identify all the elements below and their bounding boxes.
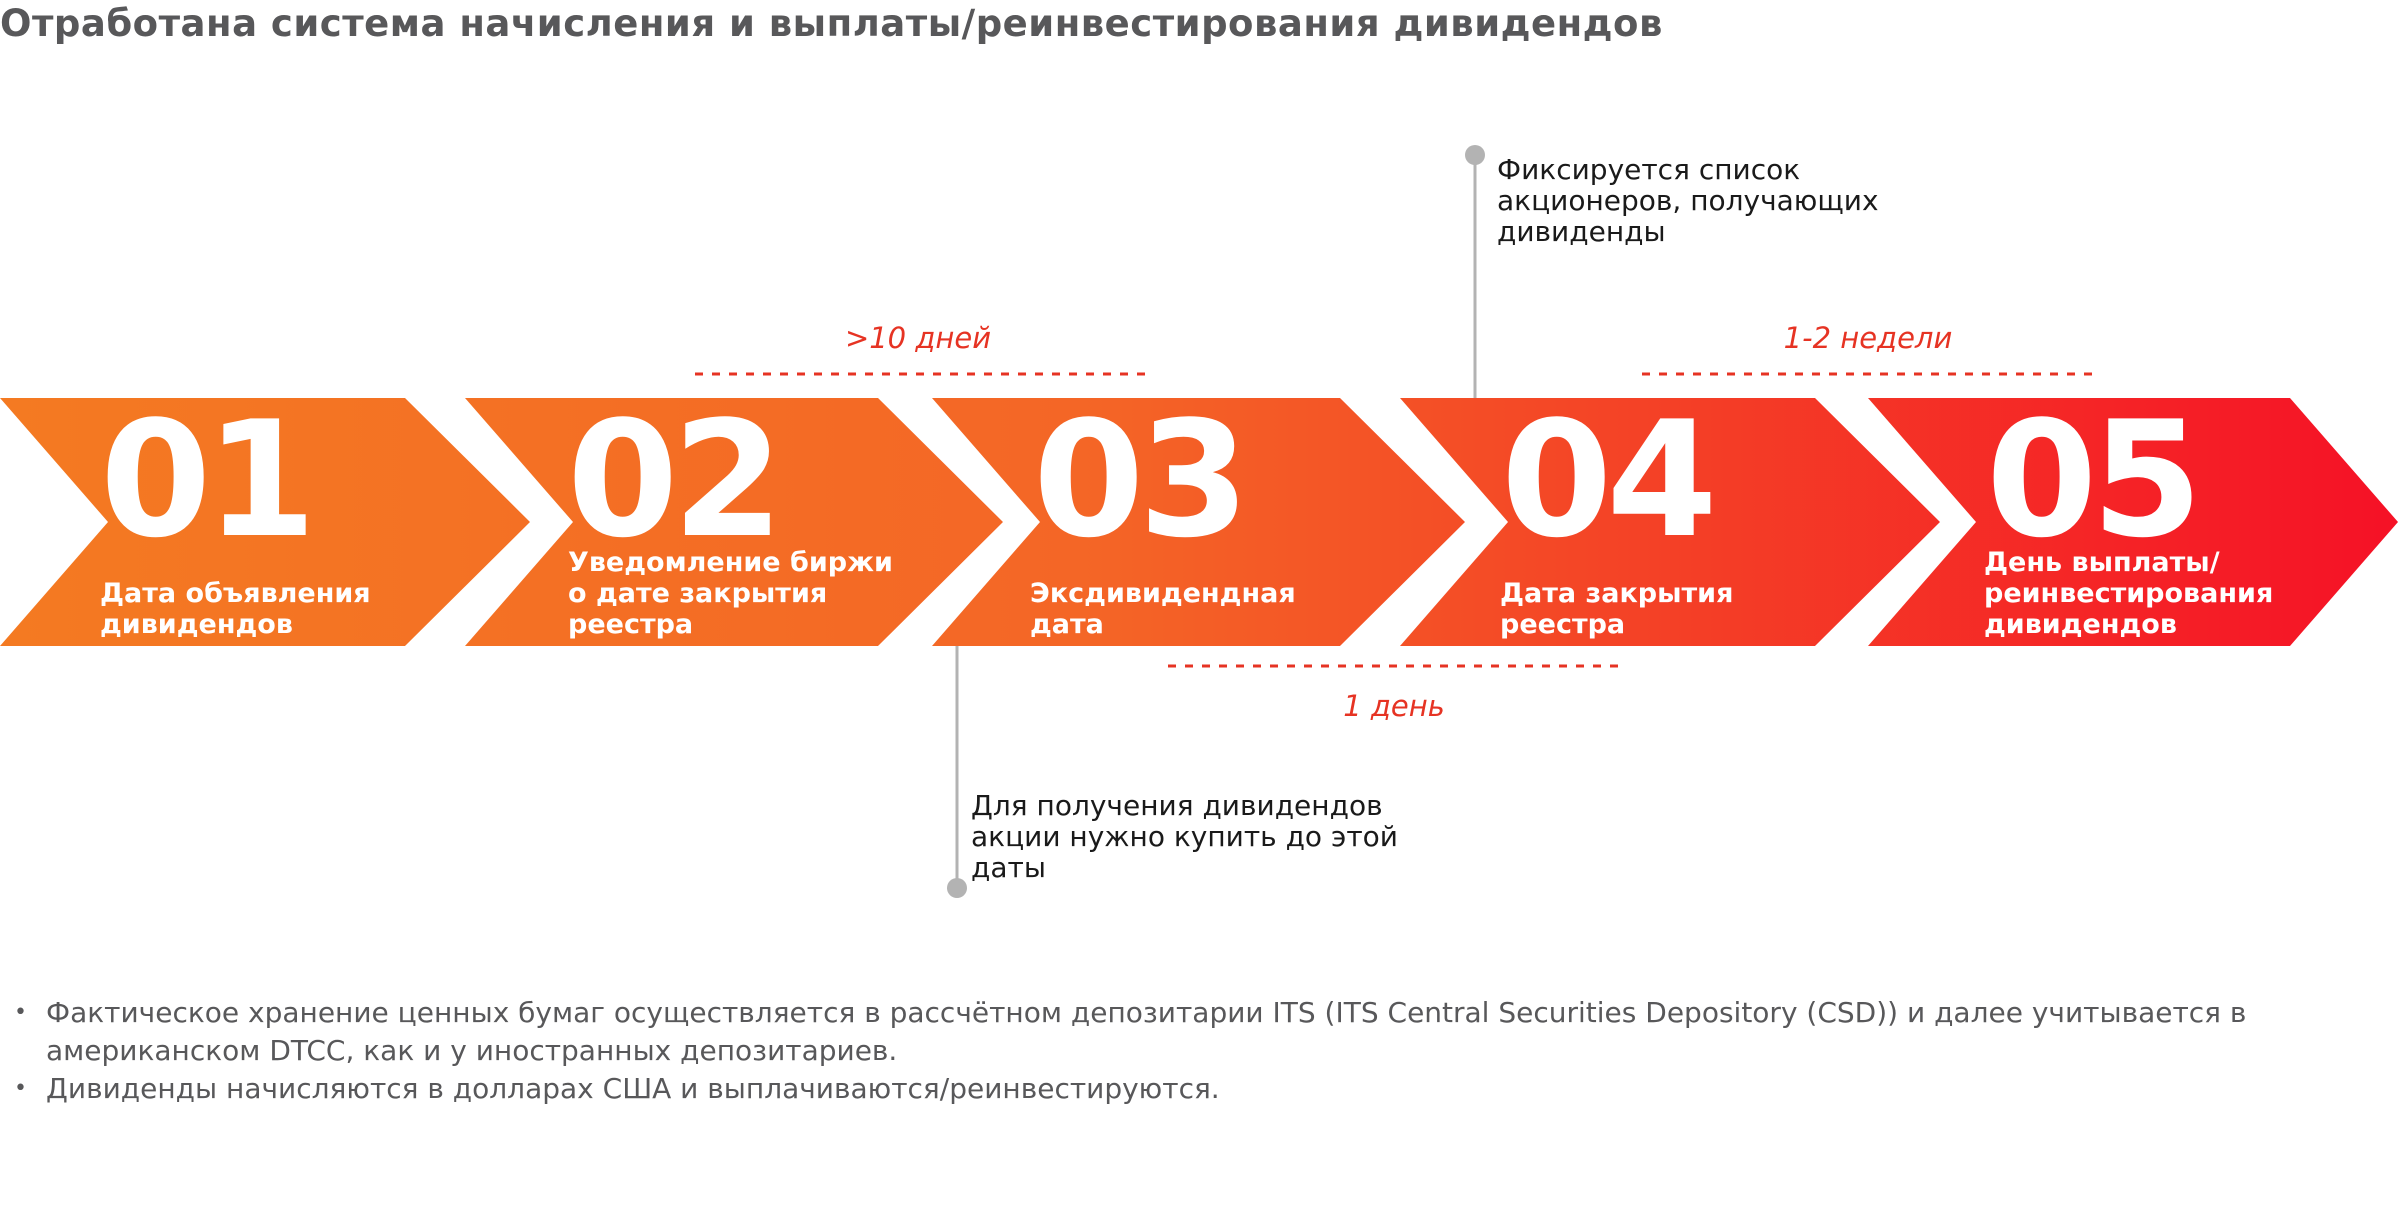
page-title: Отработана система начисления и выплаты/…	[0, 2, 1663, 45]
buy-before-note: Для получения дивидендов акции нужно куп…	[971, 789, 1398, 884]
step-05-chevron	[1868, 398, 2398, 646]
footnote-item: Фактическое хранение ценных бумаг осущес…	[14, 994, 2394, 1070]
buy-before-dot	[947, 878, 967, 898]
step-02-label-line-1: Уведомление биржи	[568, 547, 893, 578]
interval-2-3-label: >10 дней	[845, 321, 991, 355]
step-02-label-line-2: о дате закрытия	[568, 578, 827, 609]
interval-4-5-label: 1-2 недели	[1784, 321, 1953, 355]
step-03-label-line-2: дата	[1030, 609, 1104, 640]
step-01-number: 01	[100, 386, 311, 573]
step-03-number: 03	[1033, 386, 1244, 573]
step-04-label-line-2: реестра	[1500, 609, 1625, 640]
buy-before-connector	[947, 646, 967, 898]
step-03-label-line-1: Эксдивидендная	[1030, 578, 1296, 609]
step-04-label-line-1: Дата закрытия	[1500, 578, 1733, 609]
record-list-note: Фиксируется список акционеров, получающи…	[1497, 153, 1879, 248]
step-01-chevron	[0, 398, 530, 646]
step-05-label-line-1: День выплаты/	[1984, 547, 2220, 578]
footnotes-list: Фактическое хранение ценных бумаг осущес…	[14, 994, 2394, 1108]
step-05-label-line-3: дивидендов	[1984, 609, 2177, 640]
step-04-chevron	[1400, 398, 1940, 646]
step-01-label-line-1: Дата объявления	[100, 578, 371, 609]
step-02-label-line-3: реестра	[568, 609, 693, 640]
chevron-band	[0, 398, 2398, 646]
step-02-chevron	[465, 398, 1003, 646]
dividend-timeline: 01 02 03 04 05 Дата объявления дивидендо…	[0, 145, 2398, 898]
step-02-number: 02	[567, 386, 778, 573]
step-01-label-line-2: дивидендов	[100, 609, 293, 640]
record-list-dot	[1465, 145, 1485, 165]
step-04-number: 04	[1501, 386, 1712, 573]
footnote-item: Дивиденды начисляются в долларах США и в…	[14, 1070, 2394, 1108]
record-list-connector	[1465, 145, 1485, 398]
step-05-label-line-2: реинвестирования	[1984, 578, 2273, 609]
step-03-chevron	[932, 398, 1465, 646]
step-05-number: 05	[1986, 386, 2197, 573]
interval-3-4-label: 1 день	[1343, 689, 1445, 723]
